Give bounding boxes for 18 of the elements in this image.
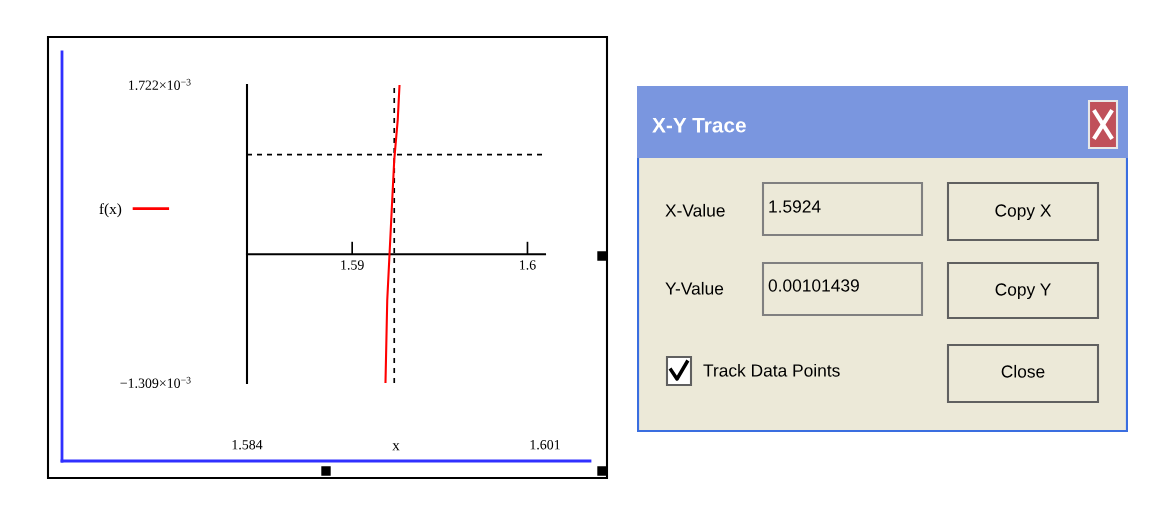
line-series [384,85,401,383]
text: Track Data Points [703,363,840,377]
x-tick-label: 1.59 [341,260,364,270]
text: Copy X [995,204,1052,221]
x2-tick-label: 1.584 [232,440,263,450]
x2-axis-title: x [392,443,400,451]
text: X-Value [665,203,725,217]
text: Copy Y [995,283,1051,300]
x2-tick-label: 1.601 [530,440,560,450]
y-tick-label: −1.309×10$^{−3}$ [120,376,191,388]
text: Y-Value [665,281,724,295]
text: 0.00101439 [768,279,859,292]
text: X-Y Trace [652,118,746,133]
text: 1.5924 [769,200,821,213]
legend-label: f(x) [99,203,122,218]
text: Close [1001,364,1045,378]
x-tick-label: 1.6 [520,260,536,270]
y-tick-label: 1.722×10$^{−3}$ [129,78,191,90]
